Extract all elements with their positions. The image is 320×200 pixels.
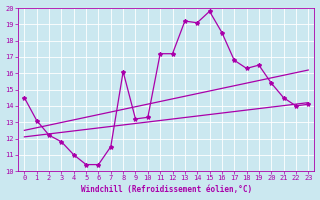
X-axis label: Windchill (Refroidissement éolien,°C): Windchill (Refroidissement éolien,°C) (81, 185, 252, 194)
